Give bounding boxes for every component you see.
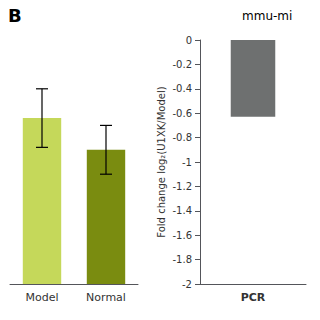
svg-text:-1: -1 xyxy=(182,157,192,168)
svg-text:-2: -2 xyxy=(182,279,192,290)
svg-text:0: 0 xyxy=(186,35,192,46)
svg-text:PCR: PCR xyxy=(241,291,266,304)
svg-text:-0.4: -0.4 xyxy=(172,83,192,94)
svg-text:-1.2: -1.2 xyxy=(172,181,192,192)
svg-text:-0.6: -0.6 xyxy=(172,108,192,119)
svg-text:-0.8: -0.8 xyxy=(172,132,192,143)
svg-text:Fold change log₂(U1XK/Model): Fold change log₂(U1XK/Model) xyxy=(156,86,167,237)
svg-text:-0.2: -0.2 xyxy=(172,59,192,70)
svg-text:-1.6: -1.6 xyxy=(172,230,192,241)
svg-text:Model: Model xyxy=(25,291,58,304)
svg-text:B: B xyxy=(8,5,22,26)
svg-text:mmu-mi: mmu-mi xyxy=(242,9,292,23)
svg-text:Normal: Normal xyxy=(86,291,126,304)
svg-text:-1.4: -1.4 xyxy=(172,205,192,216)
svg-text:-1.8: -1.8 xyxy=(172,254,192,265)
